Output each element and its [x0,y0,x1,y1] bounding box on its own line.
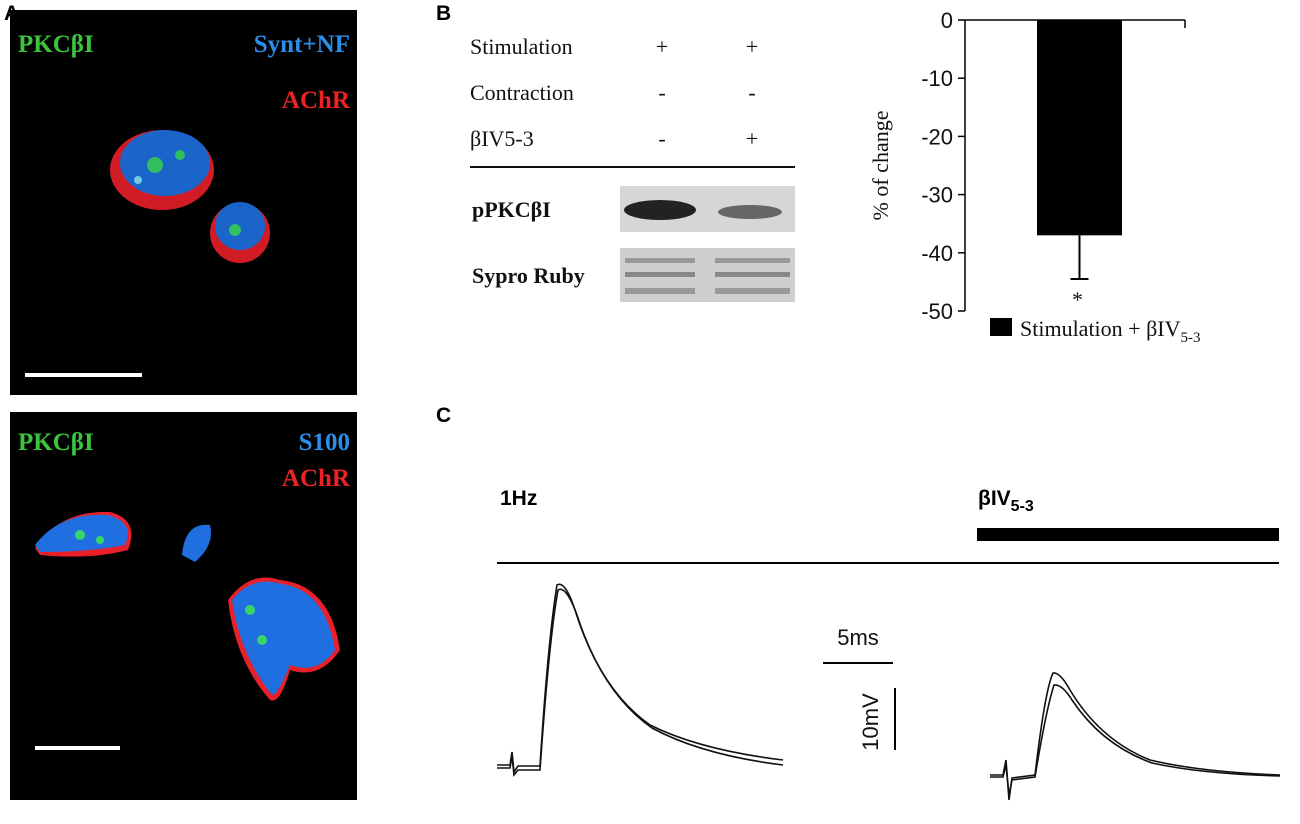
y-axis-label: % of change [868,111,893,221]
y-tick-label: -40 [921,241,953,266]
bar-chart: 0 -10 -20 -30 -40 -50 % of change * Stimulation … [868,8,1201,346]
micrograph [10,412,357,800]
legend-swatch [990,318,1012,336]
y-tick-label: 0 [941,8,953,33]
stain-label: AChR [282,465,351,492]
blot-label: Sypro Ruby [472,263,585,288]
significance-marker: * [1072,287,1083,312]
scale-bar [823,662,896,750]
blot-label: pPKCβI [472,197,551,222]
stain-label: AChR [282,87,351,114]
table-cell: - [658,126,665,151]
epp-trace [497,583,1281,801]
table-cell: + [746,34,758,59]
table-cell: + [656,34,668,59]
table-cell: + [746,126,758,151]
row-label: Stimulation [470,34,573,59]
scale-label: 5ms [837,625,879,650]
y-tick-label: -10 [921,66,953,91]
stain-label: Synt+NF [254,31,350,58]
y-tick-label: -50 [921,299,953,324]
condition-label: βIV5-3 [978,487,1034,515]
blot [620,186,795,302]
row-label: Contraction [470,80,574,105]
panel-label: B [436,2,451,25]
table-cell: - [748,80,755,105]
panel-label: C [436,404,451,427]
scale-label: 10mV [858,693,883,751]
table-cell: - [658,80,665,105]
bar [1037,20,1122,236]
y-tick-label: -30 [921,183,953,208]
condition-label: 1Hz [500,487,537,510]
stain-label: S100 [299,429,350,456]
row-label: βIV5-3 [470,126,534,151]
stain-label: PKCβI [18,429,94,456]
treatment-bar [977,528,1279,541]
micrograph [10,10,357,395]
condition-table: Stimulation + + Contraction - - βIV5-3 - + [470,34,758,151]
stain-label: PKCβI [18,31,94,58]
legend-label: Stimulation + βIV5-3 [1020,316,1201,346]
y-tick-label: -20 [921,124,953,149]
